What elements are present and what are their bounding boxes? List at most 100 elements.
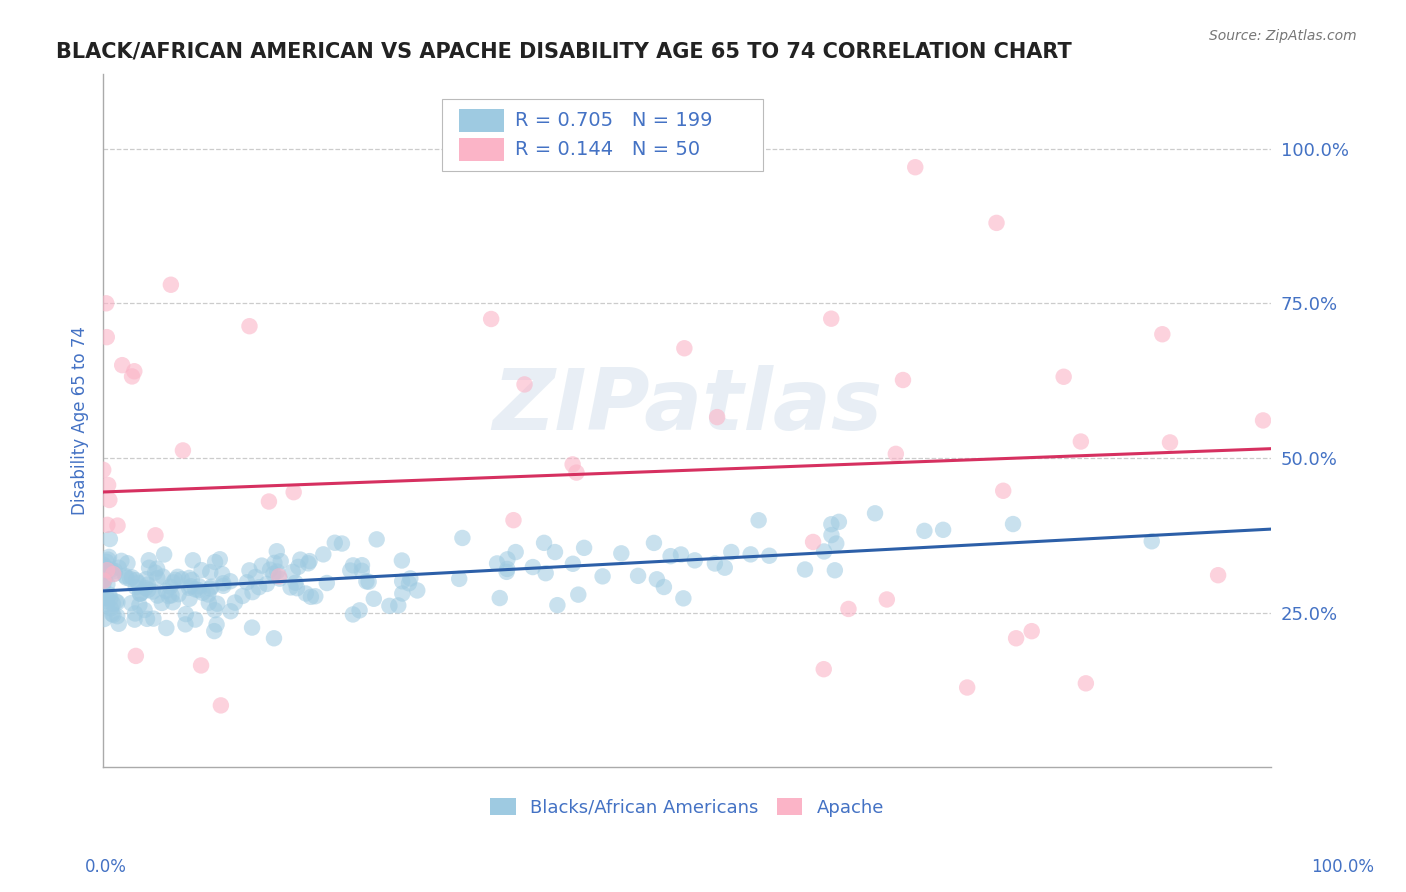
Point [534, 566, 557, 581]
Point [904, 160, 927, 174]
Point [162, 595, 184, 609]
Point [496, 552, 519, 566]
Point [191, 586, 214, 600]
Point [262, 566, 284, 581]
Point [114, 569, 136, 583]
Point [97, 552, 120, 566]
FancyBboxPatch shape [460, 138, 503, 161]
Point [269, 572, 291, 586]
Point [167, 587, 190, 601]
Point [533, 536, 555, 550]
Point [486, 557, 509, 571]
Point [125, 580, 148, 594]
Point [270, 554, 292, 568]
Point [350, 564, 373, 578]
Text: R = 0.144   N = 50: R = 0.144 N = 50 [516, 140, 700, 159]
Point [232, 589, 254, 603]
Point [363, 591, 385, 606]
Point [103, 567, 125, 582]
Point [356, 574, 378, 589]
Point [267, 569, 290, 583]
Point [96, 330, 118, 344]
Point [652, 580, 675, 594]
Point [197, 587, 219, 601]
Point [956, 681, 979, 695]
Point [669, 548, 692, 562]
Text: Source: ZipAtlas.com: Source: ZipAtlas.com [1209, 29, 1357, 43]
Point [120, 572, 142, 586]
Point [592, 569, 614, 583]
Point [284, 575, 307, 590]
Point [100, 563, 122, 577]
Point [398, 576, 420, 591]
Point [572, 541, 595, 555]
Point [121, 570, 143, 584]
Text: 100.0%: 100.0% [1312, 858, 1374, 876]
Point [129, 587, 152, 601]
Point [219, 574, 242, 589]
Point [820, 528, 842, 542]
Point [986, 216, 1008, 230]
Point [105, 595, 128, 609]
Point [184, 582, 207, 597]
Point [96, 591, 118, 606]
Point [1021, 624, 1043, 639]
Point [259, 563, 281, 577]
Point [91, 578, 114, 592]
Point [758, 549, 780, 563]
Text: 0.0%: 0.0% [84, 858, 127, 876]
Point [247, 580, 270, 594]
Point [187, 583, 209, 598]
Point [190, 563, 212, 577]
Point [121, 369, 143, 384]
Point [257, 494, 280, 508]
Point [135, 581, 157, 595]
Point [299, 590, 322, 604]
Point [143, 566, 166, 580]
Point [349, 603, 371, 617]
Point [96, 563, 118, 577]
Point [150, 596, 173, 610]
Point [180, 579, 202, 593]
Point [93, 574, 115, 588]
Point [236, 575, 259, 590]
Point [295, 586, 318, 600]
Point [912, 524, 935, 538]
Point [97, 478, 120, 492]
Point [212, 576, 235, 591]
Point [107, 518, 129, 533]
Point [290, 552, 312, 566]
Point [98, 591, 121, 606]
Point [399, 571, 422, 585]
Point [1053, 369, 1076, 384]
Point [820, 517, 842, 532]
Point [146, 589, 169, 603]
Point [266, 565, 288, 579]
Point [115, 571, 138, 585]
Point [100, 601, 122, 615]
Point [703, 557, 725, 571]
Point [683, 553, 706, 567]
Point [505, 545, 527, 559]
Point [142, 584, 165, 599]
Point [124, 613, 146, 627]
Point [124, 607, 146, 621]
Point [93, 612, 115, 626]
Point [339, 564, 361, 578]
Point [93, 558, 115, 572]
Point [201, 580, 224, 594]
Point [202, 624, 225, 639]
Point [166, 570, 188, 584]
Point [298, 554, 321, 568]
Point [828, 515, 851, 529]
Point [561, 557, 583, 571]
Point [155, 583, 177, 598]
Point [146, 561, 169, 575]
Point [315, 576, 337, 591]
Point [863, 506, 886, 520]
Point [96, 555, 118, 569]
Point [387, 599, 409, 613]
Point [124, 364, 146, 378]
Point [96, 590, 118, 604]
Point [297, 557, 319, 571]
